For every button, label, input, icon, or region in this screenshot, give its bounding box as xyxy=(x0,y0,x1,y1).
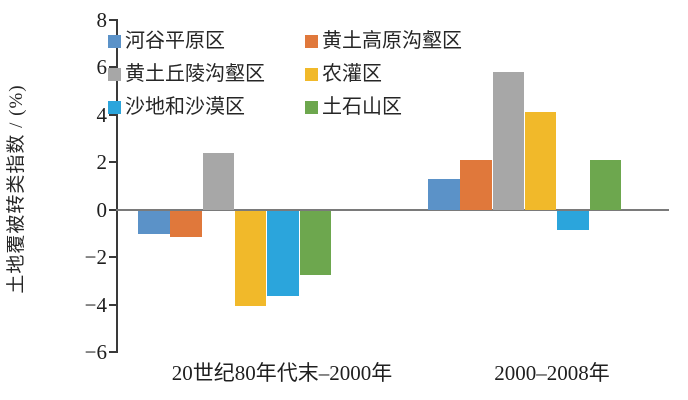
legend-label: 农灌区 xyxy=(322,63,382,85)
legend-swatch-icon xyxy=(305,34,318,48)
y-axis-tick xyxy=(109,351,116,353)
legend-swatch-icon xyxy=(108,34,121,48)
x-axis-category-label: 20世纪80年代末–2000年 xyxy=(171,361,393,385)
legend-label: 沙地和沙漠区 xyxy=(125,96,245,118)
y-axis-tick-label: −4 xyxy=(84,293,107,317)
bar-黄土高原沟壑区-2 xyxy=(460,159,492,210)
bar-沙地和沙漠区-2 xyxy=(557,210,589,230)
y-axis-tick-label: −2 xyxy=(84,245,107,269)
y-axis-title: 土地覆被转类指数 / (%) xyxy=(6,84,27,294)
legend-swatch-icon xyxy=(108,67,121,81)
legend-swatch-icon xyxy=(305,100,318,114)
bar-农灌区-1 xyxy=(234,210,267,306)
legend-item-沙地和沙漠区: 沙地和沙漠区 xyxy=(108,96,305,118)
bar-黄土高原沟壑区-1 xyxy=(170,210,202,237)
x-axis-category-label: 2000–2008年 xyxy=(494,361,610,385)
y-axis-line xyxy=(116,19,118,353)
y-axis-tick xyxy=(109,114,116,116)
legend-swatch-icon xyxy=(108,100,121,114)
y-axis-tick-label: 6 xyxy=(96,55,108,79)
legend-item-土石山区: 土石山区 xyxy=(305,96,462,118)
bar-农灌区-2 xyxy=(524,112,557,210)
legend-item-黄土丘陵沟壑区: 黄土丘陵沟壑区 xyxy=(108,63,305,85)
y-axis-tick-label: 0 xyxy=(96,198,108,222)
bar-土石山区-1 xyxy=(299,210,331,275)
legend-label: 黄土丘陵沟壑区 xyxy=(125,63,265,85)
y-axis-tick-label: −6 xyxy=(84,340,107,364)
bar-土石山区-2 xyxy=(589,159,621,210)
y-axis-tick-label: 4 xyxy=(96,103,108,127)
zero-line xyxy=(116,209,669,211)
y-axis-tick xyxy=(109,66,116,68)
bar-沙地和沙漠区-1 xyxy=(267,210,299,297)
legend-item-黄土高原沟壑区: 黄土高原沟壑区 xyxy=(305,30,462,52)
y-axis-tick-label: 8 xyxy=(96,8,108,32)
legend-label: 黄土高原沟壑区 xyxy=(322,30,462,52)
y-axis-tick-label: 2 xyxy=(96,150,108,174)
legend-label: 土石山区 xyxy=(322,96,402,118)
legend-label: 河谷平原区 xyxy=(125,30,225,52)
y-axis-tick xyxy=(109,161,116,163)
bar-黄土丘陵沟壑区-2 xyxy=(492,72,525,210)
legend-item-农灌区: 农灌区 xyxy=(305,63,462,85)
y-axis-tick xyxy=(109,304,116,306)
y-axis-tick xyxy=(109,209,116,211)
bar-河谷平原区-2 xyxy=(428,178,460,210)
legend-swatch-icon xyxy=(305,67,318,81)
legend: 河谷平原区 黄土高原沟壑区黄土丘陵沟壑区 农灌区沙地和沙漠区 土石山区 xyxy=(108,30,462,118)
y-axis-tick xyxy=(109,256,116,258)
legend-item-河谷平原区: 河谷平原区 xyxy=(108,30,305,52)
y-axis-tick xyxy=(109,19,116,21)
bar-黄土丘陵沟壑区-1 xyxy=(202,152,235,210)
bar-河谷平原区-1 xyxy=(138,210,170,235)
